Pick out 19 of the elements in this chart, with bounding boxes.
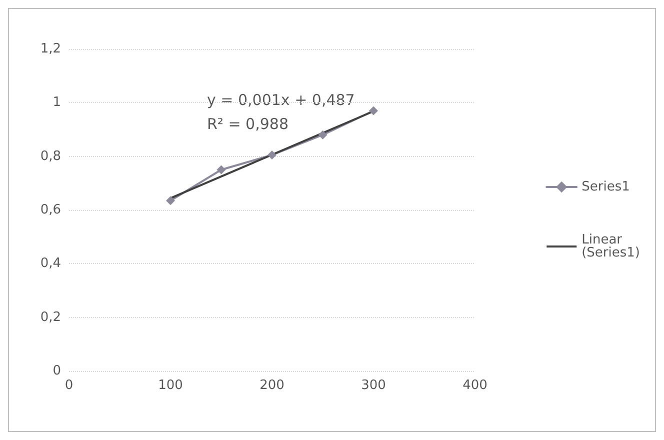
- point: [216, 165, 226, 174]
- y-tick-label: 0,8: [40, 148, 61, 164]
- legend-label: Series1: [582, 180, 630, 194]
- y-tick-label: 0,4: [40, 256, 61, 272]
- y-tick-label: 0,6: [40, 202, 61, 218]
- y-tick-label: 1: [52, 95, 61, 110]
- x-tick-label: 200: [260, 378, 284, 393]
- point: [166, 196, 175, 206]
- x-tick-label: 0: [64, 378, 74, 393]
- point: [369, 106, 378, 116]
- y-tick-label: 0: [52, 364, 61, 378]
- y-tick-label: 1,2: [40, 42, 61, 56]
- point: [268, 150, 276, 160]
- x-tick-label: 300: [361, 378, 386, 393]
- x-tick-label: 400: [462, 378, 488, 393]
- point: [318, 130, 328, 140]
- legend-label: Linear (Series1): [582, 232, 640, 260]
- x-tick-label: 100: [158, 378, 183, 393]
- y-tick-label: 0,2: [40, 310, 61, 325]
